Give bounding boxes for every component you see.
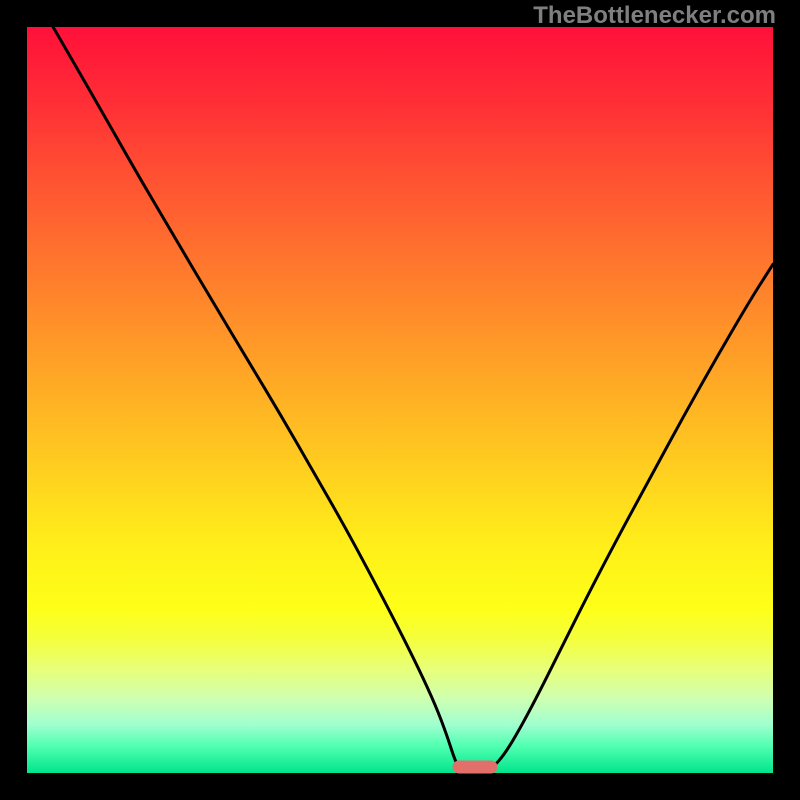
plot-area [27, 27, 773, 773]
bottleneck-curve [53, 27, 773, 771]
optimal-marker [452, 761, 497, 774]
watermark-text: TheBottlenecker.com [533, 2, 776, 30]
bottleneck-chart: TheBottlenecker.com [0, 0, 800, 800]
curve-layer [27, 27, 773, 773]
